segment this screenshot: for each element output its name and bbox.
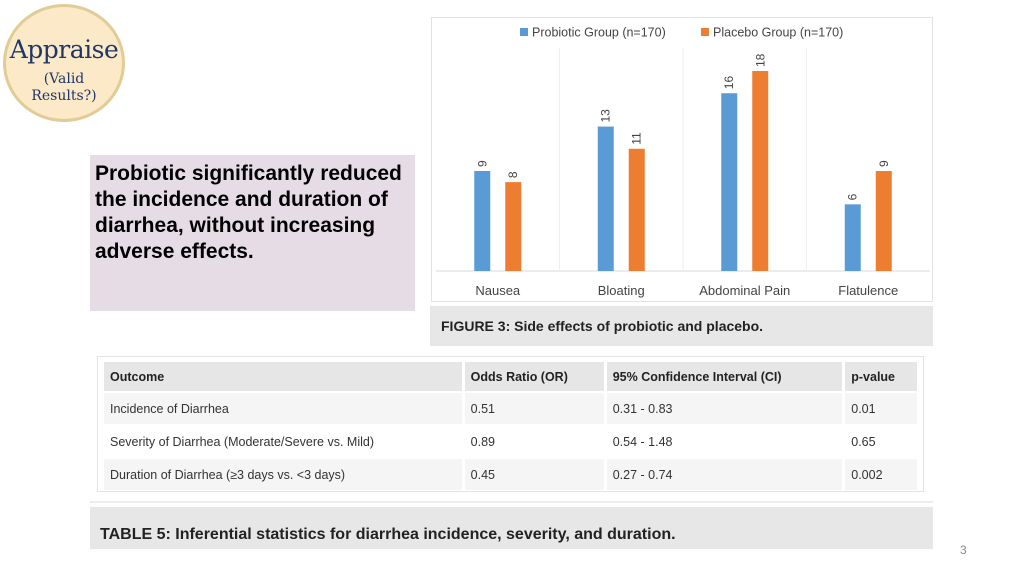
page-number: 3 <box>960 543 967 557</box>
cell-p-value: 0.65 <box>845 426 917 457</box>
header-odds-ratio: Odds Ratio (OR) <box>464 362 604 391</box>
data-label: 9 <box>877 160 891 167</box>
data-label: 16 <box>722 76 736 90</box>
legend-swatch-1 <box>701 28 709 36</box>
bar-placebo <box>505 182 522 271</box>
cell-outcome: Incidence of Diarrhea <box>104 393 462 424</box>
side-effects-chart: Probiotic Group (n=170) Placebo Group (n=… <box>431 17 933 302</box>
legend-swatch-0 <box>520 28 528 36</box>
bar-probiotic <box>597 126 614 271</box>
table-row: Incidence of Diarrhea 0.51 0.31 - 0.83 0… <box>104 393 917 424</box>
table-row: Duration of Diarrhea (≥3 days vs. <3 day… <box>104 459 917 490</box>
data-label: 18 <box>753 53 767 67</box>
badge-subtitle-line-1: (Valid <box>43 71 85 87</box>
appraise-badge: Appraise (Valid Results?) <box>3 4 125 122</box>
legend-label-0: Probiotic Group (n=170) <box>532 26 666 40</box>
cell-outcome: Severity of Diarrhea (Moderate/Severe vs… <box>104 426 462 457</box>
cell-confidence-interval: 0.54 - 1.48 <box>606 426 843 457</box>
figure-caption: FIGURE 3: Side effects of probiotic and … <box>430 306 933 346</box>
cell-outcome: Duration of Diarrhea (≥3 days vs. <3 day… <box>104 459 462 490</box>
statistics-table-container: Outcome Odds Ratio (OR) 95% Confidence I… <box>97 356 924 492</box>
legend-label-1: Placebo Group (n=170) <box>713 26 843 40</box>
header-outcome: Outcome <box>104 362 462 391</box>
statistics-table: Outcome Odds Ratio (OR) 95% Confidence I… <box>101 360 920 492</box>
category-label: Nausea <box>475 283 521 298</box>
category-label: Bloating <box>598 283 645 298</box>
cell-confidence-interval: 0.27 - 0.74 <box>606 459 843 490</box>
divider <box>90 501 933 503</box>
category-label: Flatulence <box>838 283 898 298</box>
cell-odds-ratio: 0.89 <box>464 426 604 457</box>
cell-odds-ratio: 0.45 <box>464 459 604 490</box>
table-caption: TABLE 5: Inferential statistics for diar… <box>90 507 933 549</box>
badge-subtitle: (Valid Results?) <box>6 71 122 105</box>
data-label: 9 <box>475 160 489 167</box>
data-label: 6 <box>846 193 860 200</box>
bar-placebo <box>628 148 645 271</box>
data-label: 11 <box>630 132 644 145</box>
badge-title: Appraise <box>9 35 119 64</box>
header-p-value: p-value <box>845 362 917 391</box>
cell-confidence-interval: 0.31 - 0.83 <box>606 393 843 424</box>
conclusion-callout: Probiotic significantly reduced the inci… <box>90 155 415 311</box>
conclusion-text: Probiotic significantly reduced the inci… <box>95 162 402 263</box>
cell-p-value: 0.002 <box>845 459 917 490</box>
data-label: 8 <box>506 171 520 178</box>
bar-probiotic <box>721 93 738 271</box>
bar-probiotic <box>844 204 861 271</box>
header-confidence-interval: 95% Confidence Interval (CI) <box>606 362 843 391</box>
data-label: 13 <box>599 109 613 123</box>
bar-probiotic <box>474 171 491 271</box>
bar-placebo <box>752 71 769 271</box>
badge-subtitle-line-2: Results?) <box>31 88 97 104</box>
cell-p-value: 0.01 <box>845 393 917 424</box>
chart-svg: Probiotic Group (n=170) Placebo Group (n=… <box>436 26 930 298</box>
table-row: Severity of Diarrhea (Moderate/Severe vs… <box>104 426 917 457</box>
cell-odds-ratio: 0.51 <box>464 393 604 424</box>
table-header-row: Outcome Odds Ratio (OR) 95% Confidence I… <box>104 362 917 391</box>
category-label: Abdominal Pain <box>699 283 790 298</box>
bar-placebo <box>875 171 892 271</box>
